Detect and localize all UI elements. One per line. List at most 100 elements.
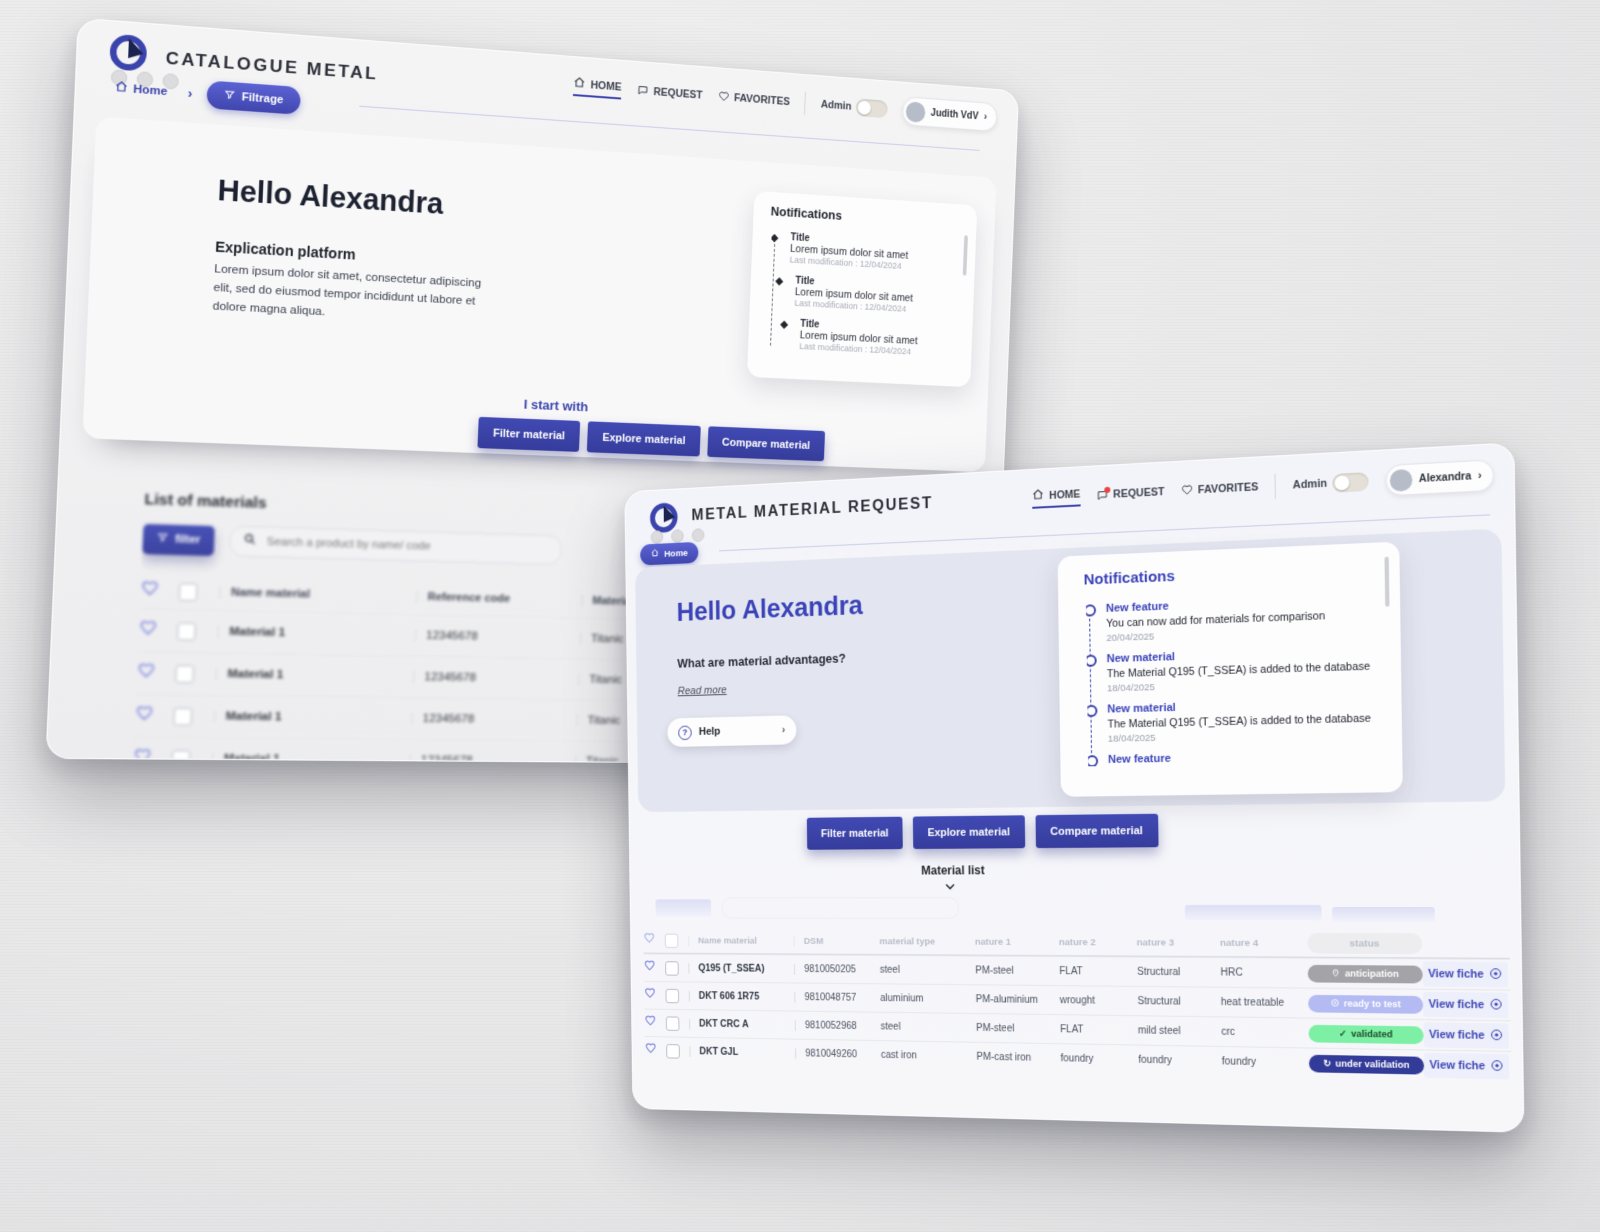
filter-button[interactable]: filter [142, 523, 215, 556]
cell-nature-2: FLAT [1059, 965, 1083, 977]
view-fiche-label: View fiche [1429, 1058, 1486, 1073]
column-header: Reference code [416, 590, 582, 607]
cell-nature-4: foundry [1221, 1055, 1257, 1068]
select-all-checkbox[interactable] [178, 582, 198, 601]
view-fiche-link[interactable]: View fiche [1423, 1052, 1510, 1080]
admin-toggle[interactable] [855, 98, 888, 119]
favorite-heart-icon[interactable] [133, 747, 172, 764]
user-name: Alexandra [1418, 470, 1472, 485]
nav-home[interactable]: HOME [573, 76, 622, 100]
user-menu[interactable]: Judith VdV › [901, 96, 998, 133]
favorite-heart-icon[interactable] [137, 661, 177, 684]
eye-icon [1490, 1059, 1503, 1075]
chevron-right-icon: › [187, 85, 193, 102]
cell-dsm: 9810048757 [794, 991, 881, 1004]
chevron-right-icon: › [1477, 469, 1482, 483]
row-checkbox[interactable] [171, 749, 191, 765]
status-label: under validation [1335, 1058, 1410, 1071]
ghost-button [1184, 904, 1322, 921]
cell-name: Material 1 [217, 625, 416, 642]
nav-favorites-label: FAVORITES [733, 92, 791, 109]
notification-item: New feature You can now add for material… [1085, 591, 1431, 645]
explore-material-button[interactable]: Explore material [912, 815, 1025, 850]
pin-icon [1331, 968, 1341, 979]
window-title: METAL MATERIAL REQUEST [691, 495, 934, 525]
row-checkbox[interactable] [666, 1043, 680, 1059]
filtrage-button[interactable]: Filtrage [206, 80, 301, 115]
filtrage-label: Filtrage [241, 90, 284, 106]
cell-material-type: steel [879, 964, 900, 976]
toggle-knob [1334, 475, 1350, 491]
row-checkbox[interactable] [665, 1015, 680, 1031]
favorite-heart-icon[interactable] [138, 619, 178, 643]
status-badge: ↻ under validation [1308, 1054, 1425, 1075]
favorite-heart-icon[interactable] [644, 1014, 666, 1031]
hero-subtitle: Explication platform [214, 238, 357, 263]
cell-nature-2: FLAT [1060, 1023, 1084, 1036]
scrollbar-thumb[interactable] [1384, 556, 1390, 607]
help-button[interactable]: ? Help › [667, 715, 797, 748]
user-menu[interactable]: Alexandra › [1385, 459, 1495, 497]
nav-request[interactable]: REQUEST [637, 83, 703, 103]
breadcrumb-home-label: Home [664, 547, 688, 560]
material-list-label: Material list [921, 863, 985, 878]
view-fiche-link[interactable]: View fiche [1422, 961, 1508, 988]
nav-request-label: REQUEST [1113, 485, 1165, 501]
nav-home-label: HOME [590, 78, 622, 94]
filter-material-button[interactable]: Filter material [477, 416, 581, 452]
cell-name: DKT CRC A [689, 1018, 795, 1031]
favorite-heart-icon[interactable] [135, 704, 175, 727]
notifications-list: New feature You can now add for material… [1085, 591, 1433, 767]
row-checkbox[interactable] [173, 707, 193, 726]
nav-home-label: HOME [1049, 487, 1081, 502]
explore-material-button[interactable]: Explore material [586, 421, 701, 457]
window-control-dot [691, 528, 705, 543]
read-more-link[interactable]: Read more [677, 684, 727, 698]
nav-favorites-label: FAVORITES [1197, 481, 1259, 497]
nav-favorites[interactable]: FAVORITES [1180, 480, 1258, 499]
filter-material-button[interactable]: Filter material [806, 816, 903, 850]
search-input[interactable] [264, 534, 550, 557]
user-name: Judith VdV [930, 107, 979, 122]
cell-nature-3: foundry [1138, 1054, 1173, 1066]
home-icon [1032, 488, 1044, 504]
toggle-knob [857, 100, 872, 116]
breadcrumb-home[interactable]: Home [115, 80, 168, 99]
row-checkbox[interactable] [665, 960, 679, 976]
compare-material-button[interactable]: Compare material [706, 426, 825, 462]
admin-toggle[interactable] [1332, 472, 1369, 493]
nav-home[interactable]: HOME [1032, 486, 1081, 509]
view-fiche-label: View fiche [1428, 998, 1485, 1012]
favorite-heart-icon[interactable] [644, 987, 666, 1004]
timeline-marker-icon [780, 320, 789, 329]
request-icon [637, 83, 649, 99]
hero-actions: Filter material Explore material Compare… [477, 416, 825, 462]
status-label: validated [1351, 1028, 1393, 1040]
home-icon [651, 548, 659, 560]
cell-nature-3: Structural [1137, 966, 1181, 978]
compare-material-button[interactable]: Compare material [1035, 813, 1159, 849]
column-header: Name material [688, 935, 794, 947]
window-control-dot [671, 529, 684, 544]
status-label: anticipation [1344, 968, 1399, 980]
nav-request[interactable]: REQUEST [1096, 486, 1164, 502]
row-checkbox[interactable] [665, 988, 680, 1003]
filter-icon [156, 532, 168, 547]
admin-label: Admin [1292, 477, 1328, 492]
view-fiche-link[interactable]: View fiche [1422, 991, 1509, 1019]
row-checkbox[interactable] [175, 664, 195, 683]
chevron-down-icon[interactable] [943, 879, 957, 898]
breadcrumb-home-pill[interactable]: Home [640, 541, 699, 566]
nav-favorites[interactable]: FAVORITES [718, 89, 791, 109]
favorite-heart-icon[interactable] [644, 959, 666, 976]
status-badge: anticipation [1307, 964, 1423, 983]
ghost-filter-button [655, 899, 712, 917]
hero-question: What are material advantages? [677, 651, 846, 671]
favorite-heart-icon[interactable] [645, 1042, 667, 1060]
select-all-checkbox[interactable] [664, 933, 679, 948]
row-checkbox[interactable] [177, 622, 196, 641]
metal-material-request-window: METAL MATERIAL REQUEST HOME REQUEST FAVO… [624, 442, 1525, 1133]
column-header-status: status [1307, 932, 1423, 955]
view-fiche-link[interactable]: View fiche [1423, 1022, 1509, 1049]
ghost-search-box [721, 897, 960, 919]
